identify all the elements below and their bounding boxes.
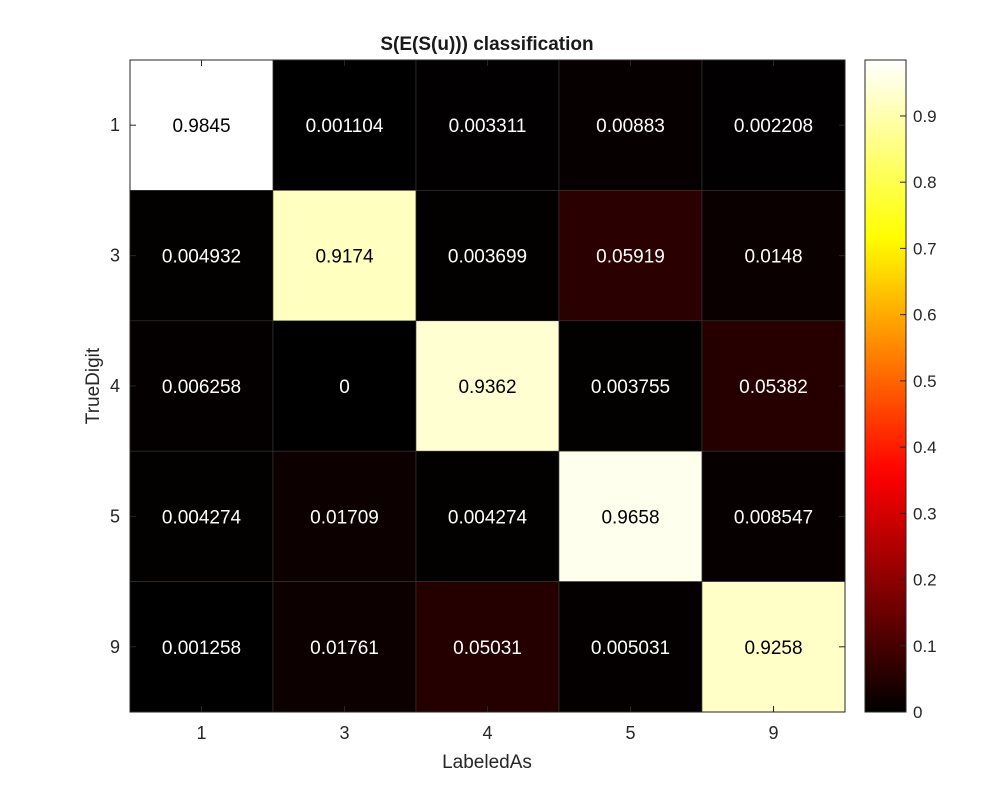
cell-value-label: 0.01709 [310, 507, 379, 528]
x-tick-label: 5 [625, 723, 635, 743]
colorbar-tick-label: 0.7 [913, 239, 937, 258]
x-tick-label: 9 [768, 723, 778, 743]
cell-value-label: 0.002208 [734, 116, 813, 137]
colorbar-tick-label: 0.3 [913, 504, 937, 523]
y-tick-label: 4 [110, 376, 120, 396]
colorbar-tick-label: 0.8 [913, 173, 937, 192]
y-tick-label: 3 [110, 246, 120, 266]
cell-value-label: 0.05919 [596, 247, 665, 268]
cell-value-label: 0.003755 [591, 377, 670, 398]
colorbar-tick-label: 0.5 [913, 372, 937, 391]
cell-value-label: 0.004274 [448, 507, 528, 528]
heatmap-cell [272, 320, 417, 452]
colorbar-tick-label: 0.2 [913, 571, 937, 590]
cell-value-label: 0.005031 [591, 638, 670, 659]
y-axis-ticks: 1 3 4 5 9 [110, 115, 845, 657]
x-tick-label: 4 [482, 723, 492, 743]
heatmap-cell [558, 450, 703, 582]
x-tick-label: 3 [339, 723, 349, 743]
heatmap-cell [272, 581, 417, 713]
x-axis-ticks: 1 3 4 5 9 [196, 60, 779, 743]
chart-title: S(E(S(u))) classification [380, 34, 593, 55]
cell-value-label: 0.05031 [453, 638, 522, 659]
heatmap-cell [272, 450, 417, 582]
cell-value-label: 0.9174 [315, 247, 374, 268]
cell-value-label: 0.9258 [744, 638, 802, 659]
heatmap-cell [272, 190, 417, 322]
heatmap-cell [129, 59, 274, 191]
cell-value-label: 0.0148 [744, 247, 802, 268]
cell-value-label: 0.001104 [306, 116, 384, 137]
heatmap-cell [558, 320, 703, 452]
y-tick-label: 5 [110, 506, 120, 526]
x-tick-label: 1 [196, 723, 206, 743]
heatmap-cell [129, 190, 274, 322]
x-axis-label: LabeledAs [442, 752, 532, 773]
heatmap-cells [129, 59, 846, 713]
y-axis-label: TrueDigit [83, 347, 104, 424]
heatmap-cell [415, 450, 560, 582]
heatmap-cell [701, 450, 846, 582]
cell-value-label: 0.004274 [162, 507, 242, 528]
colorbar-tick-label: 0.9 [913, 107, 937, 126]
colorbar-ticks: 0 0.1 0.2 0.3 0.4 0.5 0.6 0.7 0.8 0.9 [900, 107, 937, 722]
colorbar-tick-label: 0.6 [913, 306, 937, 325]
cell-value-label: 0.9362 [458, 377, 516, 398]
colorbar-tick-label: 0.1 [913, 637, 937, 656]
heatmap-cell-labels: 0.9845 0.001104 0.003311 0.00883 0.002208 0.0… [162, 116, 813, 659]
cell-value-label: 0.00883 [596, 116, 665, 137]
heatmap-cell [415, 190, 560, 322]
cell-value-label: 0.9845 [172, 116, 230, 137]
heatmap-cell [415, 320, 560, 452]
cell-value-label: 0.003699 [448, 247, 527, 268]
cell-value-label: 0.004932 [162, 247, 241, 268]
cell-value-label: 0.006258 [162, 377, 241, 398]
colorbar-tick-label: 0 [913, 703, 922, 722]
cell-value-label: 0.9658 [601, 507, 659, 528]
colorbar [864, 59, 907, 713]
colorbar-tick-label: 0.4 [913, 438, 937, 457]
cell-value-label: 0 [339, 377, 350, 398]
heatmap-cell [701, 190, 846, 322]
y-tick-label: 1 [110, 115, 120, 135]
cell-value-label: 0.008547 [734, 507, 813, 528]
heatmap-cell [558, 59, 703, 191]
cell-value-label: 0.001258 [162, 638, 241, 659]
heatmap-cell [701, 59, 846, 191]
cell-value-label: 0.05382 [739, 377, 808, 398]
heatmap-cell [415, 581, 560, 713]
heatmap-cell [272, 59, 417, 191]
y-tick-label: 9 [110, 637, 120, 657]
cell-value-label: 0.01761 [310, 638, 379, 659]
cell-value-label: 0.003311 [449, 116, 527, 137]
heatmap-cell [701, 320, 846, 452]
heatmap-cell [701, 581, 846, 713]
heatmap-cell [129, 581, 274, 713]
